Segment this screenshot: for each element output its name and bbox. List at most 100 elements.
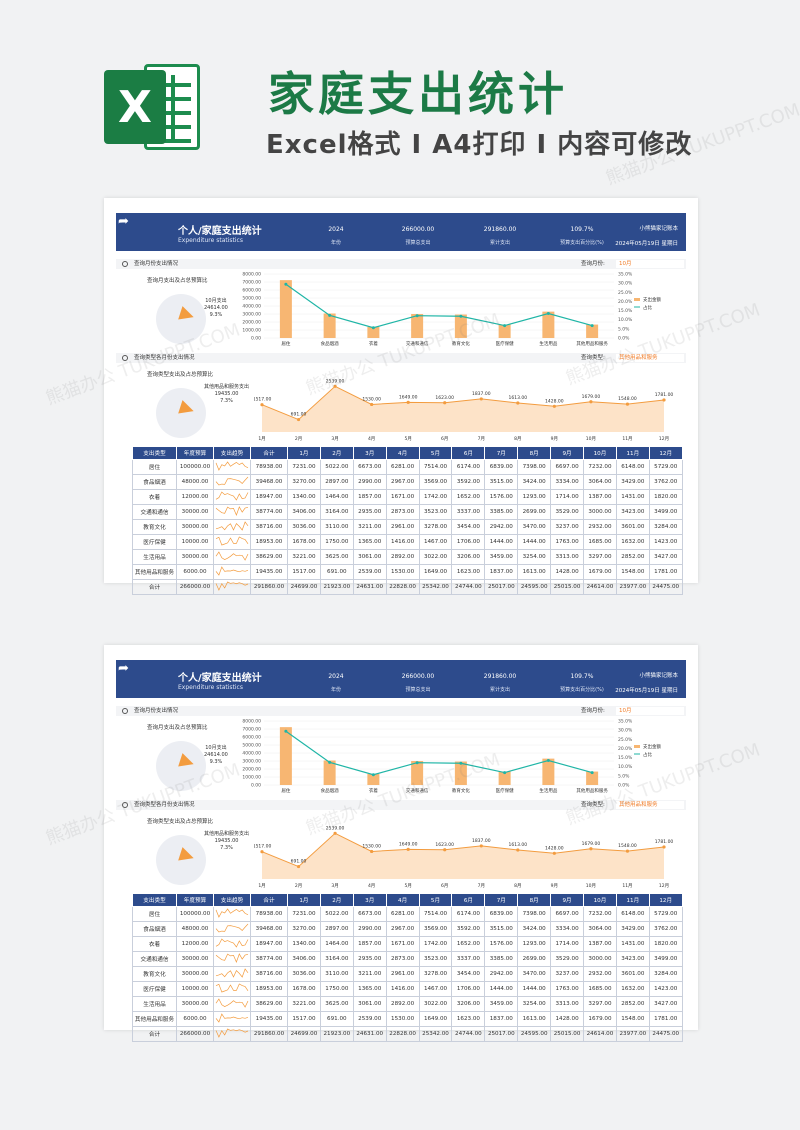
table-cell[interactable]: 1750.00 (319, 981, 354, 997)
table-cell[interactable]: 3036.00 (287, 966, 321, 982)
table-cell[interactable]: 291860.00 (250, 579, 288, 595)
table-cell[interactable]: 1467.00 (418, 981, 453, 997)
table-cell[interactable]: 1763.00 (550, 534, 585, 550)
table-cell[interactable]: 3529.00 (550, 951, 585, 967)
table-cell[interactable]: 39468.00 (250, 474, 288, 490)
table-cell[interactable]: 6697.00 (550, 459, 585, 475)
table-cell[interactable]: 1649.00 (418, 1011, 453, 1027)
table-cell[interactable]: 6697.00 (550, 906, 585, 922)
table-cell[interactable]: 30000.00 (176, 504, 214, 520)
table-cell[interactable]: 1467.00 (418, 534, 453, 550)
table-cell[interactable]: 3337.00 (451, 951, 486, 967)
table-cell[interactable]: 1444.00 (517, 981, 552, 997)
table-cell[interactable]: 1576.00 (484, 489, 519, 505)
table-cell[interactable]: 3022.00 (418, 996, 453, 1012)
table-cell[interactable]: 3385.00 (484, 951, 519, 967)
table-cell[interactable]: 1820.00 (648, 489, 683, 505)
table-cell[interactable]: 100000.00 (176, 459, 214, 475)
table-cell[interactable]: 18953.00 (250, 981, 288, 997)
table-cell[interactable]: 3334.00 (550, 921, 585, 937)
table-cell[interactable]: 3423.00 (615, 504, 650, 520)
table-cell[interactable]: 23977.00 (615, 579, 650, 595)
table-cell[interactable]: 48000.00 (176, 921, 214, 937)
table-cell[interactable]: 3270.00 (287, 921, 321, 937)
table-cell[interactable]: 3164.00 (319, 504, 354, 520)
table-cell[interactable]: 6281.00 (385, 459, 420, 475)
table-cell[interactable]: 1517.00 (287, 564, 321, 580)
table-cell[interactable]: 19435.00 (250, 564, 288, 580)
table-cell[interactable]: 2852.00 (615, 549, 650, 565)
table-cell[interactable]: 1632.00 (615, 981, 650, 997)
table-cell[interactable]: 交通和通信 (132, 951, 177, 967)
table-cell[interactable]: 3061.00 (352, 549, 387, 565)
table-cell[interactable]: 3424.00 (517, 921, 552, 937)
table-cell[interactable]: 38716.00 (250, 519, 288, 535)
table-cell[interactable]: 生活用品 (132, 549, 177, 565)
table-cell[interactable]: 1530.00 (385, 1011, 420, 1027)
table-cell[interactable]: 38774.00 (250, 951, 288, 967)
table-cell[interactable]: 1423.00 (648, 981, 683, 997)
table-cell[interactable]: 3221.00 (287, 996, 321, 1012)
table-cell[interactable]: 3036.00 (287, 519, 321, 535)
table-cell[interactable]: 1714.00 (550, 936, 585, 952)
table-cell[interactable]: 25017.00 (484, 579, 519, 595)
table-cell[interactable]: 2932.00 (583, 966, 617, 982)
table-cell[interactable]: 1820.00 (648, 936, 683, 952)
table-cell[interactable]: 3423.00 (615, 951, 650, 967)
table-cell[interactable]: 5022.00 (319, 906, 354, 922)
table-cell[interactable]: 1444.00 (517, 534, 552, 550)
table-cell[interactable]: 2961.00 (385, 519, 420, 535)
table-cell[interactable]: 3499.00 (648, 504, 683, 520)
table-cell[interactable]: 691.00 (319, 1011, 354, 1027)
table-cell[interactable]: 1781.00 (648, 564, 683, 580)
table-cell[interactable]: 21923.00 (319, 1026, 354, 1042)
table-cell[interactable]: 24475.00 (648, 579, 683, 595)
table-cell[interactable]: 3762.00 (648, 921, 683, 937)
table-cell[interactable]: 48000.00 (176, 474, 214, 490)
table-cell[interactable]: 3297.00 (583, 996, 617, 1012)
table-cell[interactable]: 衣着 (132, 489, 177, 505)
table-cell[interactable]: 3313.00 (550, 549, 585, 565)
table-cell[interactable]: 3334.00 (550, 474, 585, 490)
table-cell[interactable]: 3429.00 (615, 921, 650, 937)
table-cell[interactable]: 3206.00 (451, 996, 486, 1012)
table-cell[interactable]: 18947.00 (250, 489, 288, 505)
table-cell[interactable]: 3110.00 (319, 519, 354, 535)
table-cell[interactable]: 12000.00 (176, 936, 214, 952)
table-cell[interactable]: 3211.00 (352, 966, 387, 982)
sparkline-cell[interactable] (213, 579, 251, 595)
table-cell[interactable]: 2942.00 (484, 966, 519, 982)
table-cell[interactable]: 2873.00 (385, 951, 420, 967)
table-cell[interactable]: 3529.00 (550, 504, 585, 520)
table-cell[interactable]: 医疗保健 (132, 981, 177, 997)
table-cell[interactable]: 2942.00 (484, 519, 519, 535)
table-cell[interactable]: 23977.00 (615, 1026, 650, 1042)
table-cell[interactable]: 266000.00 (176, 579, 214, 595)
table-cell[interactable]: 2539.00 (352, 1011, 387, 1027)
table-cell[interactable]: 3569.00 (418, 921, 453, 937)
table-cell[interactable]: 3211.00 (352, 519, 387, 535)
table-cell[interactable]: 1671.00 (385, 936, 420, 952)
table-cell[interactable]: 3385.00 (484, 504, 519, 520)
table-cell[interactable]: 2990.00 (352, 921, 387, 937)
table-cell[interactable]: 3625.00 (319, 996, 354, 1012)
table-cell[interactable]: 30000.00 (176, 996, 214, 1012)
table-cell[interactable]: 1428.00 (550, 1011, 585, 1027)
sparkline-cell[interactable] (213, 474, 251, 490)
table-cell[interactable]: 1706.00 (451, 981, 486, 997)
table-cell[interactable]: 1464.00 (319, 936, 354, 952)
table-cell[interactable]: 1423.00 (648, 534, 683, 550)
table-cell[interactable]: 3429.00 (615, 474, 650, 490)
table-cell[interactable]: 25342.00 (418, 1026, 453, 1042)
table-cell[interactable]: 1530.00 (385, 564, 420, 580)
table-cell[interactable]: 24475.00 (648, 1026, 683, 1042)
table-cell[interactable]: 1678.00 (287, 981, 321, 997)
table-cell[interactable]: 3270.00 (287, 474, 321, 490)
table-cell[interactable]: 1431.00 (615, 489, 650, 505)
type-select[interactable]: 其他用品和服务 (616, 801, 684, 809)
table-cell[interactable]: 38629.00 (250, 996, 288, 1012)
table-cell[interactable]: 2935.00 (352, 951, 387, 967)
table-cell[interactable]: 24595.00 (517, 579, 552, 595)
table-cell[interactable]: 3459.00 (484, 996, 519, 1012)
table-cell[interactable]: 3313.00 (550, 996, 585, 1012)
